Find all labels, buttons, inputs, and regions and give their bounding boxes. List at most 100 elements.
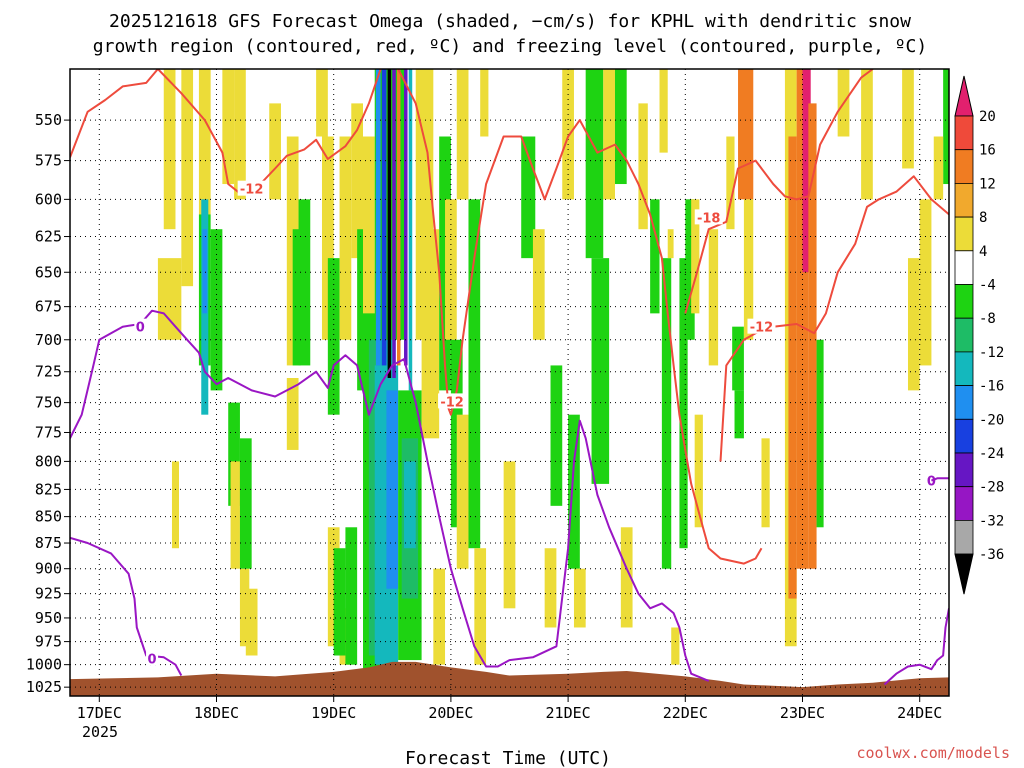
colorbar-bin bbox=[954, 284, 974, 319]
colorbar-label: 20 bbox=[979, 109, 996, 125]
omega-cell bbox=[181, 69, 194, 287]
omega-cell bbox=[375, 69, 381, 366]
colorbar-bin bbox=[954, 216, 974, 252]
plot-frame bbox=[69, 68, 950, 697]
y-tick-label: 1025 bbox=[26, 678, 62, 696]
omega-cell bbox=[163, 69, 176, 230]
omega-cell bbox=[269, 103, 281, 200]
colorbar: 20 16 12 8 4 -4 -8 -12 -16 -20 -24 -28 -32 -36 bbox=[954, 75, 1004, 595]
y-tick-label: 850 bbox=[35, 508, 62, 526]
credit-text: coolwx.com/models bbox=[856, 744, 1010, 762]
y-tick-label: 600 bbox=[35, 190, 62, 208]
contour-label: -12 bbox=[240, 183, 264, 198]
omega-cell bbox=[671, 627, 680, 665]
omega-cell bbox=[591, 258, 610, 484]
omega-cell bbox=[685, 199, 695, 340]
omega-cell bbox=[230, 461, 240, 569]
colorbar-label: -16 bbox=[979, 379, 1004, 395]
omega-cell bbox=[726, 136, 735, 230]
omega-cell bbox=[761, 438, 770, 528]
omega-cell bbox=[404, 461, 416, 549]
contour-freezing_level_right bbox=[883, 608, 949, 686]
colorbar-label: 8 bbox=[979, 210, 987, 226]
colorbar-bin bbox=[954, 452, 974, 488]
contour-label-bg bbox=[694, 209, 723, 225]
omega-cell bbox=[327, 258, 340, 415]
contour-label: -12 bbox=[750, 321, 774, 336]
omega-cell bbox=[396, 69, 401, 366]
colorbar-label: 12 bbox=[979, 176, 996, 192]
y-tick-label: 550 bbox=[35, 111, 62, 129]
contour-label: -12 bbox=[440, 395, 464, 410]
omega-cell bbox=[907, 258, 920, 391]
omega-cell bbox=[661, 258, 672, 569]
contour-label: 0 bbox=[148, 652, 157, 667]
omega-cell bbox=[614, 69, 627, 185]
omega-cell bbox=[157, 258, 182, 340]
omega-cell bbox=[386, 390, 399, 589]
omega-cell bbox=[202, 229, 208, 314]
y-tick-label: 775 bbox=[35, 423, 62, 441]
omega-cell bbox=[503, 461, 516, 609]
omega-cell bbox=[732, 326, 744, 391]
omega-cell bbox=[743, 199, 754, 340]
omega-cell bbox=[321, 136, 334, 340]
contour-label: -18 bbox=[697, 211, 721, 226]
omega-cell bbox=[734, 390, 744, 439]
omega-cell bbox=[738, 69, 754, 200]
colorbar-label: -24 bbox=[979, 446, 1004, 462]
omega-cell bbox=[381, 69, 387, 366]
contour-dgz_top_-18 bbox=[70, 69, 159, 158]
omega-cell bbox=[568, 414, 580, 569]
colorbar-label: -20 bbox=[979, 412, 1004, 428]
omega-cell bbox=[333, 548, 346, 656]
y-tick-label: 975 bbox=[35, 633, 62, 651]
omega-cell bbox=[788, 136, 797, 599]
contour-label: 0 bbox=[136, 321, 145, 336]
contour-dgz_-18_right bbox=[684, 69, 874, 314]
omega-cell bbox=[691, 199, 700, 314]
omega-cell bbox=[638, 103, 648, 230]
omega-cell bbox=[544, 548, 557, 628]
colorbar-top-arrow bbox=[954, 75, 974, 117]
colorbar-bin bbox=[954, 149, 974, 184]
y-tick-label: 700 bbox=[35, 331, 62, 349]
omega-cell bbox=[480, 69, 489, 137]
contour-label-bg bbox=[438, 393, 467, 409]
y-tick-label: 900 bbox=[35, 560, 62, 578]
omega-cell bbox=[694, 414, 703, 528]
y-tick-label: 625 bbox=[35, 228, 62, 246]
colorbar-bin bbox=[954, 418, 974, 454]
contour-label: 0 bbox=[927, 475, 936, 490]
chart-title-line-1: 2025121618 GFS Forecast Omega (shaded, −… bbox=[109, 11, 911, 32]
colorbar-label: -28 bbox=[979, 480, 1004, 496]
colorbar-bin bbox=[954, 385, 974, 420]
omega-cell bbox=[404, 69, 408, 366]
omega-cell bbox=[659, 69, 668, 153]
omega-cell bbox=[439, 136, 451, 391]
omega-cell bbox=[468, 199, 481, 549]
y-tick-label: 950 bbox=[35, 609, 62, 627]
x-tick-label: 24DEC bbox=[897, 704, 942, 722]
omega-cell bbox=[387, 69, 392, 378]
omega-cell bbox=[239, 438, 252, 569]
y-tick-label: 800 bbox=[35, 452, 62, 470]
colorbar-bin bbox=[954, 486, 974, 521]
omega-cell bbox=[603, 69, 615, 200]
y-tick-label: 925 bbox=[35, 585, 62, 603]
contour-label-bg bbox=[237, 180, 266, 196]
x-tick-label: 22DEC bbox=[663, 704, 708, 722]
omega-cell bbox=[228, 402, 240, 506]
colorbar-bottom-arrow bbox=[954, 553, 974, 595]
omega-cell bbox=[345, 527, 358, 665]
y-tick-label: 825 bbox=[35, 480, 62, 498]
omega-cell bbox=[222, 69, 235, 185]
omega-cell bbox=[679, 258, 688, 549]
contour-freezing_level_bottom bbox=[70, 536, 183, 676]
omega-cell bbox=[550, 365, 563, 506]
contour-dgz_-12_right bbox=[719, 175, 949, 462]
omega-cell bbox=[573, 568, 586, 628]
contour-label-bg bbox=[146, 650, 159, 666]
omega-shading bbox=[157, 69, 949, 670]
